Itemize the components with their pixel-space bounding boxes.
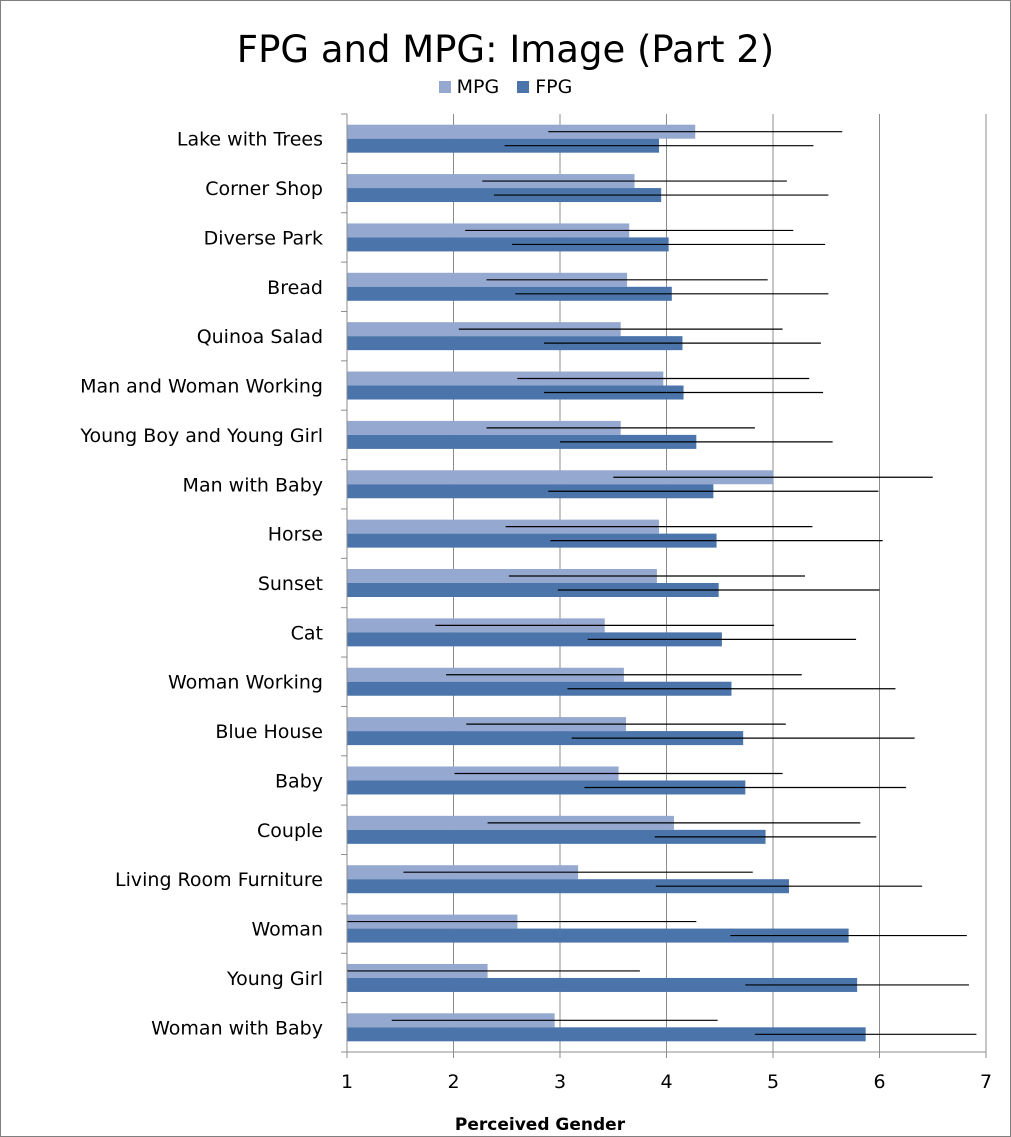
bar-fpg [347, 385, 684, 400]
category-label: Lake with Trees [177, 129, 323, 151]
legend-item-mpg: MPG [438, 76, 500, 98]
bar-fpg [347, 1027, 866, 1042]
bar-fpg [347, 336, 683, 351]
category-label: Quinoa Salad [197, 326, 323, 348]
bar-mpg [347, 420, 621, 435]
bar-fpg [347, 879, 789, 894]
bar-fpg [347, 583, 719, 597]
category-label: Woman [252, 919, 324, 941]
error-bars [347, 131, 977, 1035]
bar-mpg [347, 569, 657, 583]
category-label: Man and Woman Working [80, 376, 323, 398]
category-label: Sunset [258, 573, 323, 595]
x-tick-label: 2 [447, 1071, 459, 1093]
bar-fpg [347, 138, 660, 153]
category-label: Blue House [215, 721, 323, 743]
legend-swatch-fpg [517, 81, 530, 93]
bar-fpg [347, 977, 858, 992]
bar-fpg [347, 434, 697, 449]
category-label: Young Boy and Young Girl [79, 425, 323, 447]
category-label: Bread [267, 277, 323, 299]
bar-fpg [347, 237, 669, 252]
bar-fpg [347, 928, 849, 943]
category-label: Young Girl [226, 968, 323, 990]
bar-fpg [347, 286, 672, 301]
bar-fpg [347, 829, 766, 844]
category-label: Baby [275, 770, 323, 792]
x-axis-title: Perceived Gender [455, 1115, 626, 1135]
category-label: Couple [257, 820, 323, 842]
legend-label-mpg: MPG [456, 76, 500, 98]
x-tick-label: 1 [341, 1071, 353, 1093]
x-tick-label: 7 [980, 1071, 992, 1093]
legend-label-fpg: FPG [535, 76, 573, 98]
bar-fpg [347, 632, 722, 647]
bars [347, 124, 866, 1042]
bar-fpg [347, 731, 744, 746]
category-label: Woman Working [168, 672, 323, 694]
legend: MPG FPG [0, 76, 1011, 98]
bar-mpg [347, 470, 773, 485]
category-label: Cat [291, 622, 323, 644]
bar-fpg [347, 681, 732, 696]
category-label: Woman with Baby [151, 1017, 323, 1039]
axes: 1 2 3 4 5 6 7 [341, 113, 992, 1093]
bar-fpg [347, 484, 714, 499]
x-tick-label: 6 [873, 1071, 885, 1093]
bar-fpg [347, 533, 717, 548]
category-label: Diverse Park [204, 227, 323, 249]
x-tick-label: 3 [554, 1071, 566, 1093]
bar-mpg [347, 519, 660, 534]
category-label: Man with Baby [183, 474, 323, 496]
category-label: Corner Shop [205, 178, 323, 200]
legend-swatch-mpg [438, 81, 451, 93]
x-tick-label: 5 [767, 1071, 779, 1093]
bar-mpg [347, 371, 664, 386]
x-tick-label: 4 [660, 1071, 672, 1093]
chart-title: FPG and MPG: Image (Part 2) [236, 28, 775, 71]
legend-item-fpg: FPG [517, 76, 572, 98]
category-labels: Lake with Trees Corner Shop Diverse Park Br… [79, 129, 323, 1040]
category-label: Horse [268, 524, 323, 546]
bar-mpg [347, 124, 696, 139]
bar-fpg [347, 780, 746, 795]
category-label: Living Room Furniture [115, 869, 323, 891]
